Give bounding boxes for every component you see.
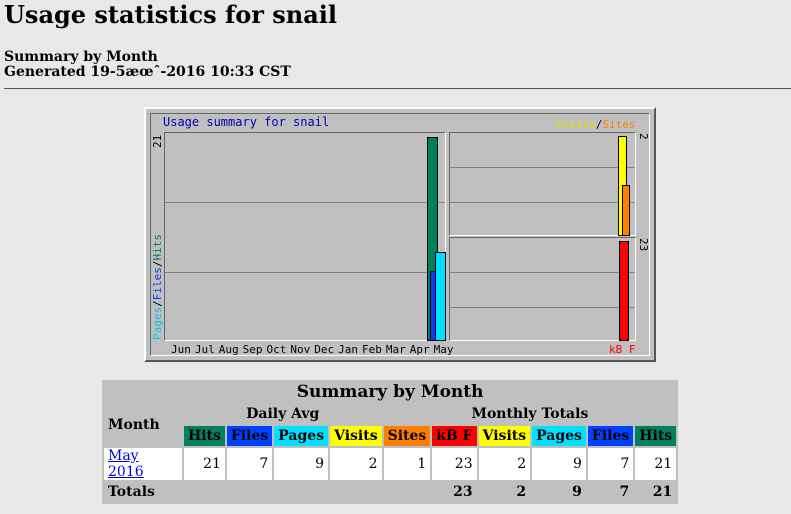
month-tick: Feb (362, 343, 382, 356)
month-tick: May (433, 343, 454, 356)
cell-value: 9 (274, 448, 329, 480)
month-tick: Mar (385, 343, 406, 356)
col-monthly-files: Files (587, 426, 634, 446)
graph-title: Usage summary for snail (163, 115, 330, 129)
total-value: 2 (478, 482, 531, 502)
usage-graph (144, 107, 656, 362)
monthly-totals-header: Monthly Totals (383, 404, 677, 424)
month-tick: Dec (314, 343, 335, 356)
cell-value: 2 (330, 448, 382, 480)
total-value: 21 (635, 482, 677, 502)
cell-value: 7 (226, 448, 273, 480)
legend-slash: / (595, 118, 603, 131)
cell-value: 21 (184, 448, 225, 480)
kbf-panel (449, 237, 636, 341)
col-daily-files: Files (226, 426, 273, 446)
page-title: Usage statistics for snail (4, 0, 338, 29)
month-tick: Jan (338, 343, 358, 356)
cell-value: 21 (635, 448, 677, 480)
right-bottom-max: 23 (637, 238, 650, 252)
legend-visits: Visits (556, 118, 596, 131)
cell-value: 9 (532, 448, 586, 480)
month-link[interactable]: May 2016 (108, 448, 144, 480)
total-value: 23 (432, 482, 477, 502)
horizontal-rule (4, 88, 791, 89)
table-row: May 2016 21 7 9 2 1 23 2 9 7 21 (104, 448, 677, 480)
totals-row: Totals 23 2 9 7 21 (104, 482, 677, 502)
right-top-max: 2 (637, 133, 650, 140)
cell-value: 23 (432, 448, 477, 480)
bar-pages-may (435, 252, 446, 341)
hits-files-pages-panel (164, 132, 446, 341)
month-tick: Jul (194, 343, 215, 356)
visits-sites-legend: Visits/Sites (556, 118, 636, 131)
month-tick: Oct (266, 343, 287, 356)
month-tick: Nov (290, 343, 311, 356)
kbf-axis-label: kB F (609, 343, 636, 356)
col-monthly-kbf: kB F (432, 426, 477, 446)
bar-kbf-may (619, 241, 629, 341)
col-monthly-visits: Visits (478, 426, 531, 446)
month-column-header: Month (104, 404, 182, 446)
month-tick: Jun (171, 343, 191, 356)
month-tick: Apr (409, 343, 430, 356)
col-daily-hits: Hits (184, 426, 225, 446)
bar-sites-may (622, 185, 630, 236)
cell-value: 7 (587, 448, 634, 480)
daily-avg-header: Daily Avg (184, 404, 382, 424)
col-daily-visits: Visits (330, 426, 382, 446)
generated-timestamp: Generated 19-5æœˆ-2016 10:33 CST (4, 64, 291, 80)
cell-value: 2 (478, 448, 531, 480)
page-subtitle: Summary by Month (4, 49, 158, 65)
col-monthly-sites: Sites (383, 426, 431, 446)
total-value: 9 (532, 482, 586, 502)
legend-sites: Sites (602, 118, 636, 131)
summary-table: Summary by Month Month Daily Avg Monthly… (102, 380, 679, 504)
month-tick: Aug (218, 343, 239, 356)
col-monthly-pages: Pages (532, 426, 586, 446)
totals-label: Totals (104, 482, 431, 502)
month-tick: Sep (242, 343, 263, 356)
cell-value: 1 (383, 448, 431, 480)
visits-sites-panel (449, 132, 636, 236)
total-value: 7 (587, 482, 634, 502)
left-axis-label: Pages/Files/Hits (151, 234, 164, 340)
left-axis-max: 21 (151, 134, 164, 148)
col-monthly-hits: Hits (635, 426, 677, 446)
col-daily-pages: Pages (274, 426, 329, 446)
month-axis: Jun Jul Aug Sep Oct Nov Dec Jan Feb Mar Apr May (171, 343, 458, 356)
table-caption: Summary by Month (104, 382, 677, 402)
